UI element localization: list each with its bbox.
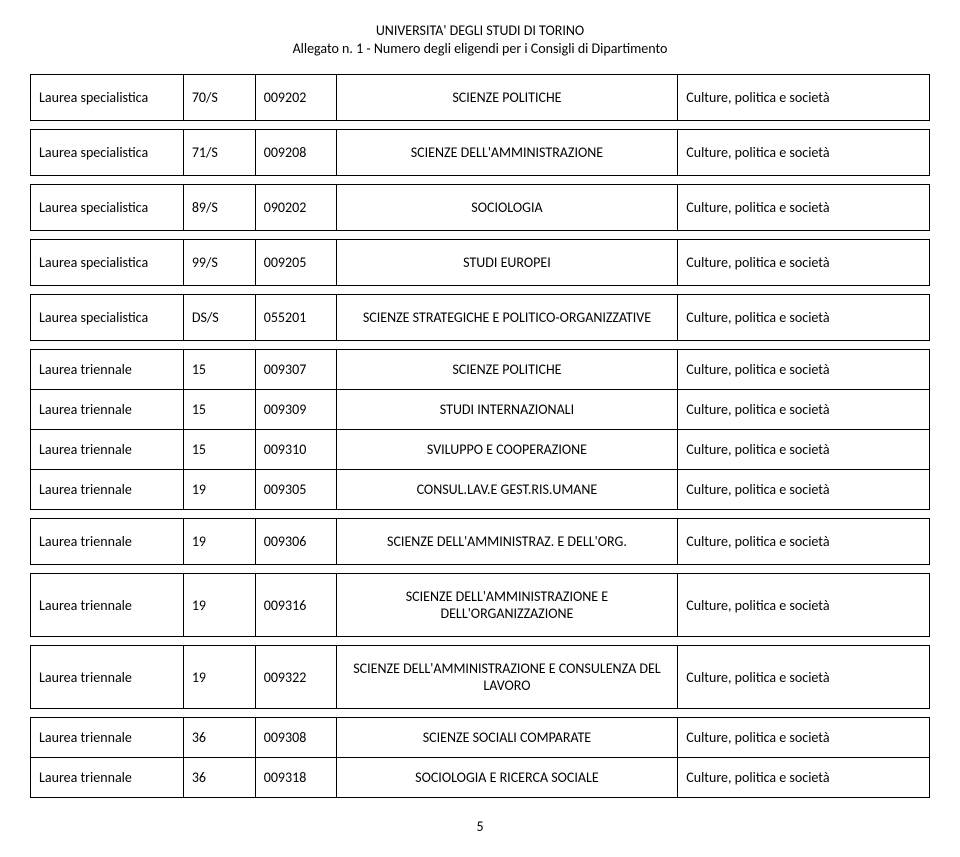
data-table: Laurea triennale19009322SCIENZE DELL'AMM… <box>30 645 930 709</box>
cell-class: DS/S <box>183 295 255 341</box>
cell-subject: SCIENZE STRATEGICHE E POLITICO-ORGANIZZA… <box>336 295 678 341</box>
cell-degree: Laurea triennale <box>31 574 184 637</box>
cell-degree: Laurea triennale <box>31 470 184 510</box>
cell-subject: SCIENZE DELL'AMMINISTRAZIONE <box>336 130 678 176</box>
cell-class: 19 <box>183 646 255 709</box>
data-table: Laurea specialistica89/S090202SOCIOLOGIA… <box>30 184 930 231</box>
cell-code: 009308 <box>255 718 336 758</box>
table-row: Laurea triennale19009316SCIENZE DELL'AMM… <box>31 574 930 637</box>
cell-dept: Culture, politica e società <box>678 75 930 121</box>
cell-code: 090202 <box>255 185 336 231</box>
cell-class: 15 <box>183 430 255 470</box>
tables-container: Laurea specialistica70/S009202SCIENZE PO… <box>30 74 930 798</box>
cell-degree: Laurea specialistica <box>31 130 184 176</box>
data-table: Laurea triennale15009307SCIENZE POLITICH… <box>30 349 930 510</box>
table-row: Laurea specialistica70/S009202SCIENZE PO… <box>31 75 930 121</box>
table-row: Laurea specialistica99/S009205STUDI EURO… <box>31 240 930 286</box>
page-number: 5 <box>30 818 930 835</box>
cell-degree: Laurea triennale <box>31 350 184 390</box>
cell-code: 009307 <box>255 350 336 390</box>
table-row: Laurea triennale36009318SOCIOLOGIA E RIC… <box>31 758 930 798</box>
cell-subject: SCIENZE DELL'AMMINISTRAZIONE E DELL'ORGA… <box>336 574 678 637</box>
table-row: Laurea specialisticaDS/S055201SCIENZE ST… <box>31 295 930 341</box>
cell-degree: Laurea specialistica <box>31 240 184 286</box>
cell-degree: Laurea specialistica <box>31 75 184 121</box>
cell-class: 19 <box>183 470 255 510</box>
table-row: Laurea triennale19009306SCIENZE DELL'AMM… <box>31 519 930 565</box>
table-row: Laurea triennale19009322SCIENZE DELL'AMM… <box>31 646 930 709</box>
cell-class: 71/S <box>183 130 255 176</box>
table-row: Laurea triennale15009307SCIENZE POLITICH… <box>31 350 930 390</box>
cell-code: 009318 <box>255 758 336 798</box>
table-row: Laurea triennale15009309STUDI INTERNAZIO… <box>31 390 930 430</box>
cell-class: 36 <box>183 758 255 798</box>
cell-code: 009202 <box>255 75 336 121</box>
data-table: Laurea specialistica70/S009202SCIENZE PO… <box>30 74 930 121</box>
cell-class: 15 <box>183 350 255 390</box>
data-table: Laurea triennale19009316SCIENZE DELL'AMM… <box>30 573 930 637</box>
cell-degree: Laurea triennale <box>31 430 184 470</box>
cell-code: 009316 <box>255 574 336 637</box>
table-row: Laurea triennale19009305CONSUL.LAV.E GES… <box>31 470 930 510</box>
cell-class: 19 <box>183 574 255 637</box>
cell-dept: Culture, politica e società <box>678 430 930 470</box>
cell-code: 009205 <box>255 240 336 286</box>
cell-code: 009208 <box>255 130 336 176</box>
cell-class: 15 <box>183 390 255 430</box>
header-title: UNIVERSITA' DEGLI STUDI DI TORINO <box>30 22 930 40</box>
cell-code: 009309 <box>255 390 336 430</box>
cell-dept: Culture, politica e società <box>678 574 930 637</box>
cell-class: 70/S <box>183 75 255 121</box>
cell-degree: Laurea triennale <box>31 758 184 798</box>
cell-subject: SCIENZE POLITICHE <box>336 350 678 390</box>
data-table: Laurea triennale19009306SCIENZE DELL'AMM… <box>30 518 930 565</box>
cell-dept: Culture, politica e società <box>678 718 930 758</box>
cell-dept: Culture, politica e società <box>678 295 930 341</box>
cell-class: 36 <box>183 718 255 758</box>
header-subtitle: Allegato n. 1 - Numero degli eligendi pe… <box>30 40 930 58</box>
cell-code: 055201 <box>255 295 336 341</box>
cell-dept: Culture, politica e società <box>678 130 930 176</box>
cell-subject: SOCIOLOGIA E RICERCA SOCIALE <box>336 758 678 798</box>
cell-class: 99/S <box>183 240 255 286</box>
cell-dept: Culture, politica e società <box>678 185 930 231</box>
data-table: Laurea triennale36009308SCIENZE SOCIALI … <box>30 717 930 798</box>
cell-subject: SVILUPPO E COOPERAZIONE <box>336 430 678 470</box>
cell-subject: STUDI EUROPEI <box>336 240 678 286</box>
cell-degree: Laurea specialistica <box>31 295 184 341</box>
data-table: Laurea specialisticaDS/S055201SCIENZE ST… <box>30 294 930 341</box>
cell-dept: Culture, politica e società <box>678 519 930 565</box>
cell-code: 009322 <box>255 646 336 709</box>
cell-degree: Laurea triennale <box>31 519 184 565</box>
table-row: Laurea specialistica89/S090202SOCIOLOGIA… <box>31 185 930 231</box>
cell-dept: Culture, politica e società <box>678 470 930 510</box>
cell-class: 19 <box>183 519 255 565</box>
cell-subject: STUDI INTERNAZIONALI <box>336 390 678 430</box>
cell-dept: Culture, politica e società <box>678 240 930 286</box>
cell-code: 009305 <box>255 470 336 510</box>
cell-code: 009306 <box>255 519 336 565</box>
page-header: UNIVERSITA' DEGLI STUDI DI TORINO Allega… <box>30 22 930 58</box>
cell-dept: Culture, politica e società <box>678 350 930 390</box>
cell-code: 009310 <box>255 430 336 470</box>
cell-dept: Culture, politica e società <box>678 758 930 798</box>
table-row: Laurea specialistica71/S009208SCIENZE DE… <box>31 130 930 176</box>
cell-subject: SCIENZE SOCIALI COMPARATE <box>336 718 678 758</box>
table-row: Laurea triennale15009310SVILUPPO E COOPE… <box>31 430 930 470</box>
cell-degree: Laurea triennale <box>31 646 184 709</box>
cell-class: 89/S <box>183 185 255 231</box>
cell-dept: Culture, politica e società <box>678 390 930 430</box>
cell-dept: Culture, politica e società <box>678 646 930 709</box>
cell-subject: SOCIOLOGIA <box>336 185 678 231</box>
cell-subject: SCIENZE DELL'AMMINISTRAZIONE E CONSULENZ… <box>336 646 678 709</box>
cell-degree: Laurea triennale <box>31 390 184 430</box>
cell-degree: Laurea specialistica <box>31 185 184 231</box>
data-table: Laurea specialistica71/S009208SCIENZE DE… <box>30 129 930 176</box>
cell-subject: SCIENZE DELL'AMMINISTRAZ. E DELL'ORG. <box>336 519 678 565</box>
cell-degree: Laurea triennale <box>31 718 184 758</box>
cell-subject: SCIENZE POLITICHE <box>336 75 678 121</box>
cell-subject: CONSUL.LAV.E GEST.RIS.UMANE <box>336 470 678 510</box>
data-table: Laurea specialistica99/S009205STUDI EURO… <box>30 239 930 286</box>
table-row: Laurea triennale36009308SCIENZE SOCIALI … <box>31 718 930 758</box>
